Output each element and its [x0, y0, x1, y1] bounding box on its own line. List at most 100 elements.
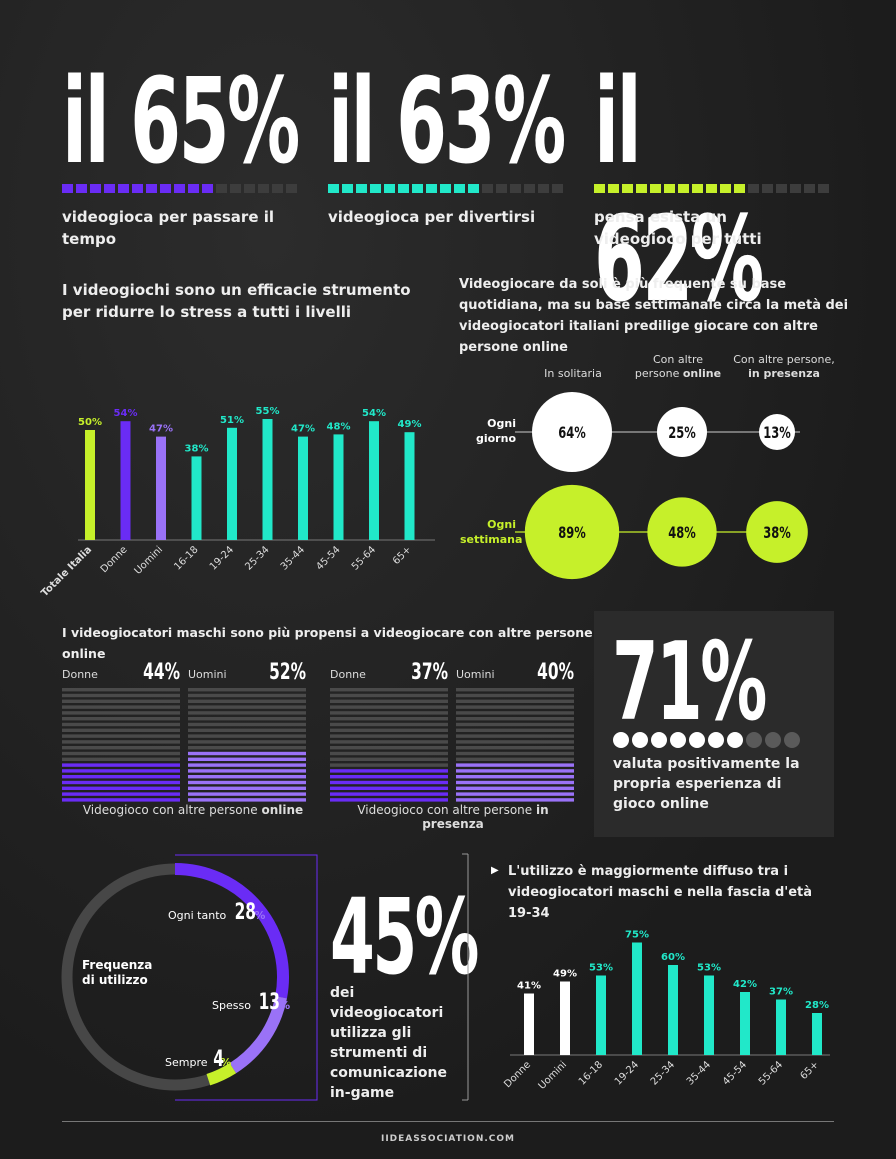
comm-caption: dei videogiocatori utilizza gli strument… [330, 985, 448, 1101]
stripe [188, 775, 306, 779]
stripe [330, 757, 448, 761]
bar [156, 436, 166, 540]
data-label: 41% [517, 981, 541, 992]
bubble-label: 64% [558, 424, 586, 442]
progress-segment [482, 184, 493, 193]
bar [227, 427, 237, 540]
stripe [62, 740, 180, 744]
data-label: 54% [362, 408, 386, 419]
progress-segment [104, 184, 115, 193]
col-label-online-bold: online [682, 367, 722, 380]
progress-segment [160, 184, 171, 193]
col-label-solitaria: In solitaria [544, 367, 602, 380]
rating-dot [632, 732, 648, 748]
stripe [188, 786, 306, 790]
rating-dot [651, 732, 667, 748]
donut-slice [229, 995, 287, 1074]
progress-segment [412, 184, 423, 193]
freq-value: 28 [234, 900, 256, 925]
stripe [62, 722, 180, 727]
bubble [524, 484, 620, 580]
progress-segment [608, 184, 619, 193]
bar [120, 421, 131, 540]
stripe [456, 757, 574, 761]
stripe [62, 757, 180, 761]
stripe [456, 786, 574, 790]
stripe [188, 711, 306, 715]
stripe [456, 734, 574, 738]
stripe [62, 780, 180, 785]
progress-segment [258, 184, 269, 193]
data-label: 37% [769, 987, 793, 998]
tick-label: 55-64 [350, 544, 378, 572]
progress-segment [62, 184, 73, 193]
progress-segment [370, 184, 381, 193]
stat-3-bar [594, 184, 829, 193]
freq-value: 4 [213, 1047, 225, 1072]
tick-label: 35-44 [279, 544, 307, 572]
freq-item-sempre: Sempre 4% [165, 1047, 231, 1072]
online-caption-bold: online [261, 803, 304, 817]
tick-label: 16-18 [172, 544, 200, 572]
frequency-label: Frequenza di utilizzo [82, 958, 153, 987]
solo-heading: Videogiocare da soli è più frequente su … [459, 277, 849, 355]
progress-segment [90, 184, 101, 193]
usage-heading: L'utilizzo è maggiormente diffuso tra i … [508, 864, 813, 921]
presence-caption: Videogioco con altre persone in presenza [330, 803, 576, 831]
bubble [532, 392, 612, 472]
data-label: 54% [114, 408, 138, 419]
stripe [62, 792, 180, 796]
data-label: 53% [697, 963, 721, 974]
bubble [647, 497, 717, 567]
progress-segment [454, 184, 465, 193]
category-label: Uomini [456, 668, 495, 681]
tick-label: 45-54 [721, 1059, 749, 1087]
bubble-label: 48% [668, 524, 696, 542]
stripe [188, 740, 306, 744]
bar [812, 1013, 822, 1055]
stripe [188, 769, 306, 773]
stat-3-caption: pensa esista un videogioco per tutti [594, 208, 762, 248]
stripe [188, 705, 306, 709]
stripe [330, 711, 448, 715]
bar [560, 981, 570, 1055]
progress-segment [594, 184, 605, 193]
stripe [330, 705, 448, 709]
stress-bar-chart: 50% Totale Italia 54% Donne 47% Uomini 38% 16-1… [40, 406, 435, 599]
progress-segment [720, 184, 731, 193]
stripe [62, 717, 180, 721]
rating-dot [708, 732, 724, 748]
stat-1-bar [62, 184, 297, 193]
bubble-label: 13% [763, 424, 791, 442]
footer-divider [62, 1121, 834, 1122]
stripe [330, 746, 448, 750]
data-label: 47% [291, 424, 315, 435]
progress-segment [510, 184, 521, 193]
tick-label: Uomini [133, 544, 166, 577]
freq-pct: % [279, 999, 291, 1012]
value-label: 44% [143, 659, 180, 684]
freq-name: Ogni tanto [168, 909, 227, 922]
progress-segment [818, 184, 829, 193]
progress-segment [188, 184, 199, 193]
progress-segment [76, 184, 87, 193]
stripe [188, 757, 306, 761]
bar [740, 992, 750, 1055]
stripe [456, 717, 574, 721]
progress-segment [748, 184, 759, 193]
stat-2-caption: videogioca per divertirsi [328, 208, 536, 226]
progress-segment [440, 184, 451, 193]
progress-segment [636, 184, 647, 193]
stripe [188, 792, 306, 796]
data-label: 28% [805, 1000, 829, 1011]
stripe [330, 792, 448, 796]
stripe [330, 734, 448, 738]
progress-segment [202, 184, 213, 193]
progress-segment [216, 184, 227, 193]
rating-dot [746, 732, 762, 748]
data-label: 38% [185, 443, 209, 454]
footer-link[interactable]: IIDEASSOCIATION.COM [380, 1134, 515, 1144]
progress-segment [342, 184, 353, 193]
stripe [62, 711, 180, 715]
bubble-label: 89% [558, 524, 586, 542]
